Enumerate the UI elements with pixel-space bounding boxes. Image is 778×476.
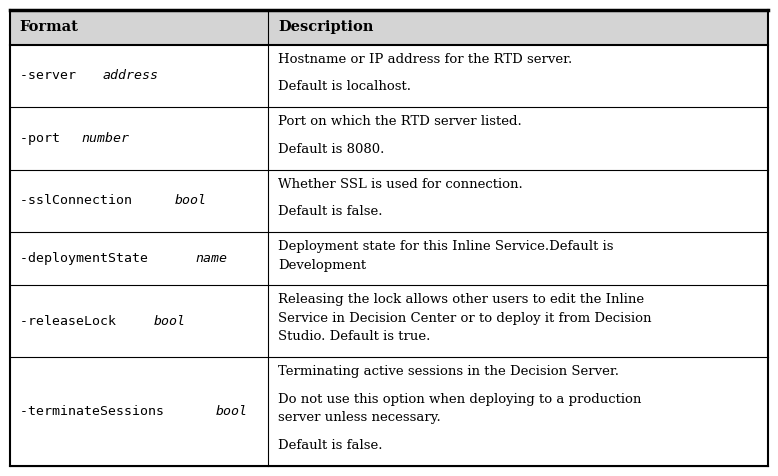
Bar: [10, 357, 768, 466]
Text: Deployment state for this Inline Service.Default is: Deployment state for this Inline Service…: [278, 240, 614, 253]
Text: number: number: [82, 132, 130, 145]
Text: Service in Decision Center or to deploy it from Decision: Service in Decision Center or to deploy …: [278, 312, 652, 325]
Bar: [10, 285, 768, 357]
Text: -deploymentState: -deploymentState: [19, 252, 156, 265]
Text: Default is 8080.: Default is 8080.: [278, 143, 384, 156]
Bar: [10, 107, 768, 169]
Text: Releasing the lock allows other users to edit the Inline: Releasing the lock allows other users to…: [278, 293, 644, 306]
Text: server unless necessary.: server unless necessary.: [278, 411, 441, 425]
Text: address: address: [102, 69, 158, 82]
Text: bool: bool: [154, 315, 186, 327]
Text: Development: Development: [278, 258, 366, 272]
Text: -sslConnection: -sslConnection: [19, 194, 140, 207]
Text: -server: -server: [19, 69, 84, 82]
Text: Terminating active sessions in the Decision Server.: Terminating active sessions in the Decis…: [278, 365, 619, 378]
Text: Hostname or IP address for the RTD server.: Hostname or IP address for the RTD serve…: [278, 52, 573, 66]
Bar: [10, 10, 768, 45]
Text: Do not use this option when deploying to a production: Do not use this option when deploying to…: [278, 393, 642, 406]
Text: Default is false.: Default is false.: [278, 439, 383, 452]
Text: Format: Format: [19, 20, 79, 34]
Bar: [10, 45, 768, 107]
Text: -port: -port: [19, 132, 68, 145]
Text: Description: Description: [278, 20, 373, 34]
Text: bool: bool: [216, 405, 248, 418]
Text: name: name: [195, 252, 227, 265]
Text: Studio. Default is true.: Studio. Default is true.: [278, 330, 430, 343]
Text: Whether SSL is used for connection.: Whether SSL is used for connection.: [278, 178, 523, 190]
Bar: [10, 232, 768, 285]
Text: Port on which the RTD server listed.: Port on which the RTD server listed.: [278, 115, 522, 128]
Text: -releaseLock: -releaseLock: [19, 315, 124, 327]
Text: Default is localhost.: Default is localhost.: [278, 80, 411, 93]
Text: bool: bool: [174, 194, 207, 207]
Text: Default is false.: Default is false.: [278, 206, 383, 218]
Bar: [10, 169, 768, 232]
Text: -terminateSessions: -terminateSessions: [19, 405, 172, 418]
